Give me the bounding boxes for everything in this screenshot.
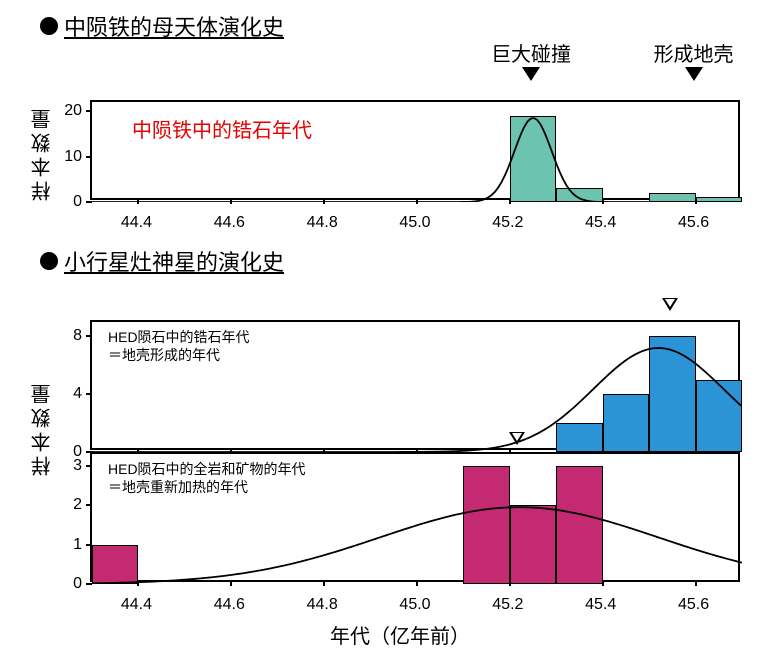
section1-header: 中陨铁的母天体演化史	[40, 10, 284, 42]
chart3-histogram: 0123HED陨石中的全岩和矿物的年代 ＝地壳重新加热的年代	[90, 452, 740, 582]
ylabel-chart23: 样本数量	[28, 380, 57, 476]
histogram-bar	[510, 116, 556, 202]
ytick-label: 20	[64, 102, 82, 120]
xtick-label: 44.6	[214, 214, 245, 232]
chart1-inner-label: 中陨铁中的锆石年代	[132, 114, 312, 143]
histogram-bar	[556, 188, 602, 202]
ytick-label: 10	[64, 148, 82, 166]
xtick-label: 45.6	[678, 214, 709, 232]
section1-title: 中陨铁的母天体演化史	[64, 10, 284, 42]
xtick-label: 45.2	[492, 596, 523, 614]
annotation-giant-impact-label: 巨大碰撞	[491, 38, 571, 67]
histogram-bar	[649, 193, 695, 202]
annotation-crust-form-label: 形成地壳	[654, 38, 734, 67]
xtick-label: 45.4	[585, 596, 616, 614]
xtick-label: 44.4	[121, 214, 152, 232]
histogram-bar	[556, 466, 602, 584]
hollow-arrow-chart3	[509, 432, 525, 445]
xaxis-label: 年代（亿年前）	[330, 620, 470, 649]
chart2-histogram: 048HED陨石中的锆石年代 ＝地壳形成的年代	[90, 320, 740, 450]
xtick-label: 45.6	[678, 596, 709, 614]
chart2-inner-label: HED陨石中的锆石年代 ＝地壳形成的年代	[108, 328, 250, 364]
section2-title: 小行星灶神星的演化史	[64, 245, 284, 277]
histogram-bar	[92, 545, 138, 584]
chart1-histogram: 01020中陨铁中的锆石年代	[90, 100, 740, 200]
xtick-label: 45.4	[585, 214, 616, 232]
ytick-label: 1	[73, 536, 82, 554]
annotation-giant-impact: 巨大碰撞	[491, 38, 571, 81]
xtick-label: 44.6	[214, 596, 245, 614]
histogram-bar	[463, 466, 509, 584]
hollow-arrow-chart2	[662, 298, 678, 311]
ytick-label: 8	[73, 327, 82, 345]
histogram-bar	[603, 394, 649, 452]
xtick-label: 44.8	[307, 596, 338, 614]
ytick-label: 3	[73, 457, 82, 475]
bullet-icon	[40, 17, 58, 35]
xtick-label: 45.0	[399, 214, 430, 232]
ylabel-chart1: 样本数量	[28, 105, 57, 201]
histogram-bar	[556, 423, 602, 452]
hollow-arrow-icon	[509, 432, 525, 445]
down-arrow-icon	[685, 67, 703, 81]
histogram-bar	[696, 380, 742, 452]
histogram-bar	[510, 505, 556, 584]
bullet-icon	[40, 252, 58, 270]
xtick-label: 45.2	[492, 214, 523, 232]
xtick-label: 45.0	[399, 596, 430, 614]
ytick-label: 0	[73, 193, 82, 211]
hollow-arrow-icon	[662, 298, 678, 311]
annotation-crust-form: 形成地壳	[654, 38, 734, 81]
section2-header: 小行星灶神星的演化史	[40, 245, 284, 277]
xtick-label: 44.8	[307, 214, 338, 232]
histogram-bar	[696, 197, 742, 202]
ytick-label: 0	[73, 575, 82, 593]
xtick-label: 44.4	[121, 596, 152, 614]
ytick-label: 4	[73, 385, 82, 403]
ytick-label: 2	[73, 496, 82, 514]
chart3-inner-label: HED陨石中的全岩和矿物的年代 ＝地壳重新加热的年代	[108, 460, 306, 496]
down-arrow-icon	[522, 67, 540, 81]
histogram-bar	[649, 336, 695, 452]
